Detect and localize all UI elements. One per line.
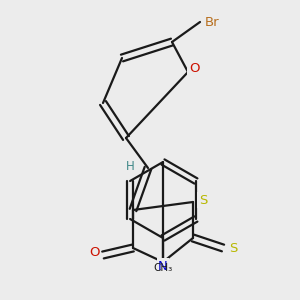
Text: CH₃: CH₃: [153, 263, 172, 273]
Text: Br: Br: [205, 16, 219, 28]
Text: O: O: [189, 61, 199, 74]
Text: O: O: [89, 247, 99, 260]
Text: S: S: [199, 194, 207, 206]
Text: S: S: [229, 242, 237, 254]
Text: N: N: [158, 260, 168, 272]
Text: H: H: [126, 160, 134, 172]
